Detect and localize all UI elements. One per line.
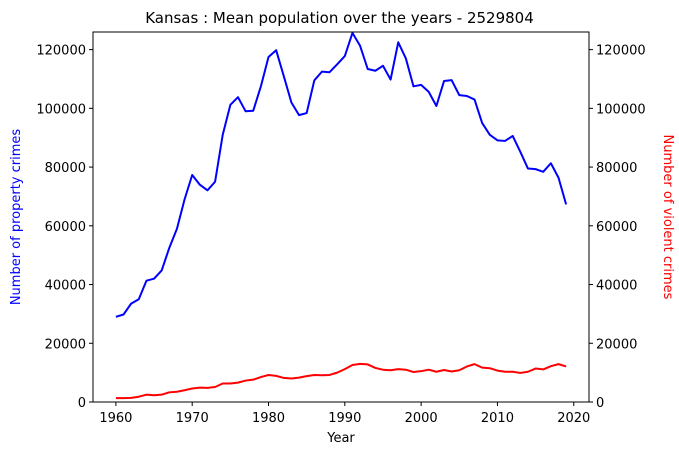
right-y-tick-label: 80000 — [596, 161, 637, 176]
left-y-tick-label: 60000 — [45, 220, 86, 235]
series-line-right — [115, 362, 567, 400]
x-tick-label: 1970 — [176, 411, 209, 426]
left-y-tick-label: 120000 — [36, 44, 86, 59]
series-left — [115, 31, 568, 318]
left-y-tick-label: 40000 — [45, 279, 86, 294]
left-y-tick-label: 20000 — [45, 337, 86, 352]
x-tick-label: 2020 — [557, 411, 590, 426]
x-tick-label: 2000 — [405, 411, 438, 426]
left-y-axis: 0 20000 40000 60000 80000 100000 120000 — [36, 44, 93, 411]
right-y-tick-label: 0 — [596, 396, 604, 411]
right-y-tick-label: 20000 — [596, 337, 637, 352]
x-tick-label: 1980 — [252, 411, 285, 426]
left-y-tick-label: 80000 — [45, 161, 86, 176]
right-y-axis: 0 20000 40000 60000 80000 100000 120000 — [589, 44, 646, 411]
left-y-tick-label: 100000 — [36, 102, 86, 117]
x-axis: 1960 1970 1980 1990 2000 2010 2020 — [99, 402, 590, 426]
chart-title: Kansas : Mean population over the years … — [145, 9, 534, 27]
right-y-tick-label: 60000 — [596, 220, 637, 235]
left-y-axis-label: Number of property crimes — [9, 129, 24, 306]
right-y-axis-label: Number of violent crimes — [660, 135, 675, 300]
x-tick-label: 1960 — [99, 411, 132, 426]
plot-area — [115, 31, 568, 400]
right-y-tick-label: 40000 — [596, 279, 637, 294]
right-y-tick-label: 120000 — [596, 44, 646, 59]
x-tick-label: 2010 — [481, 411, 514, 426]
left-y-tick-label: 0 — [78, 396, 86, 411]
right-y-tick-label: 100000 — [596, 102, 646, 117]
x-axis-label: Year — [326, 431, 355, 446]
series-line-left — [115, 31, 568, 318]
plot-frame — [92, 31, 590, 403]
x-tick-label: 1990 — [328, 411, 361, 426]
series-right — [115, 362, 567, 400]
